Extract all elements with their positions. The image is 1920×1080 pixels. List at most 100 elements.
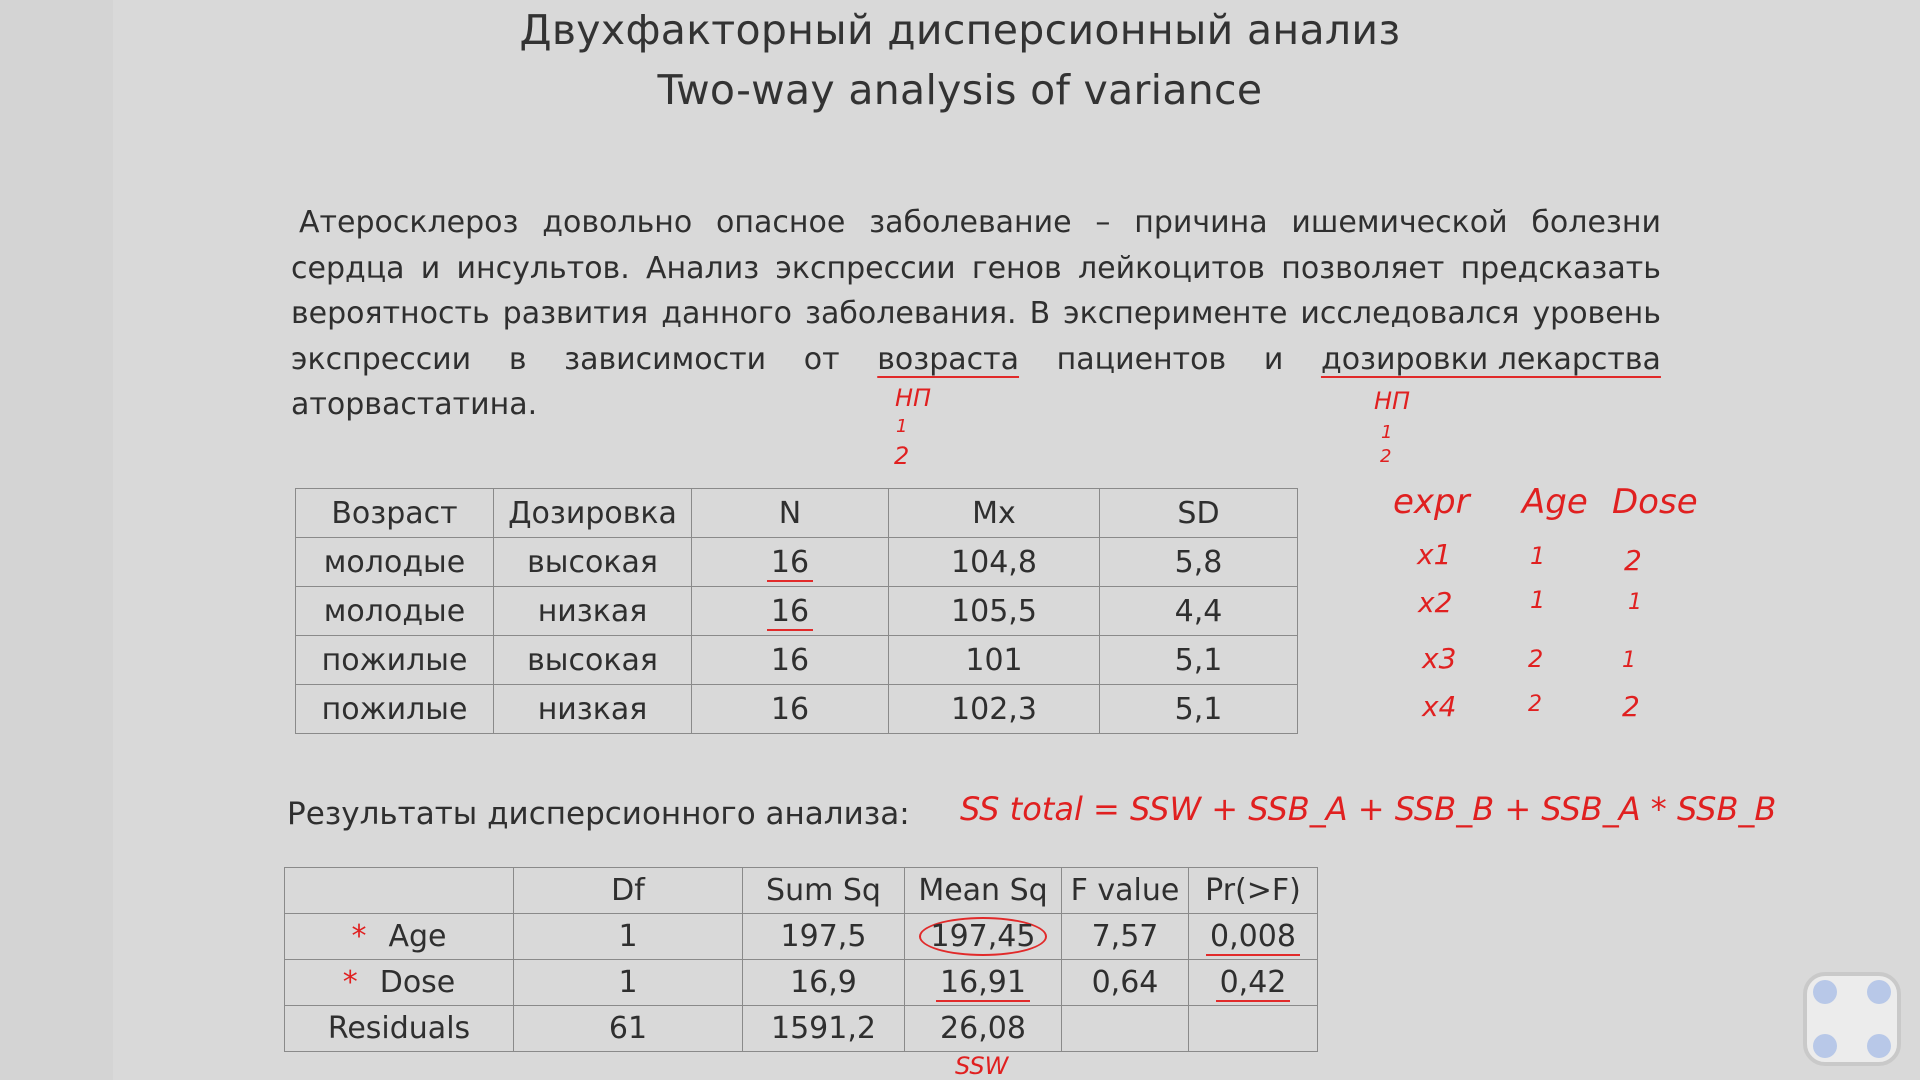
intro-paragraph: Атеросклероз довольно опасное заболевани… bbox=[291, 200, 1661, 428]
annotation-x4-age: 2 bbox=[1528, 692, 1542, 717]
header-n: N bbox=[691, 488, 889, 538]
annotation-expr-header: expr bbox=[1393, 482, 1470, 522]
table-header-row: Df Sum Sq Mean Sq F value Pr(>F) bbox=[284, 867, 1318, 914]
cell-value-underlined: 16 bbox=[766, 544, 814, 582]
row-label: Age bbox=[388, 919, 447, 954]
cell: низкая bbox=[493, 586, 692, 636]
group-stats-table: Возраст Дозировка N Mx SD молодые высока… bbox=[295, 488, 1298, 734]
cell: высокая bbox=[493, 635, 692, 685]
word: генов bbox=[971, 250, 1062, 286]
word: развития bbox=[502, 296, 649, 331]
anova-results-label: Результаты дисперсионного анализа: bbox=[287, 796, 910, 832]
cell: пожилые bbox=[295, 684, 494, 734]
word: причина bbox=[1134, 205, 1268, 240]
annotation-x2: x2 bbox=[1418, 586, 1453, 619]
annotation-x1-age: 1 bbox=[1530, 542, 1546, 570]
annotation-ss-formula: SS total = SSW + SSB_A + SSB_B + SSB_A *… bbox=[960, 790, 1777, 828]
cell: 101 bbox=[888, 635, 1100, 685]
annotation-age-header: Age bbox=[1522, 482, 1588, 522]
word: болезни bbox=[1531, 205, 1661, 240]
anova-table: Df Sum Sq Mean Sq F value Pr(>F) * Age 1 … bbox=[284, 867, 1318, 1052]
cell: 1 bbox=[513, 959, 743, 1006]
cell: 197,5 bbox=[742, 913, 905, 960]
slide-navigation-widget[interactable] bbox=[1803, 972, 1901, 1066]
cell: 61 bbox=[513, 1005, 743, 1052]
cell-value-underlined: 0,008 bbox=[1206, 919, 1300, 956]
table-row: молодые высокая 16 104,8 5,8 bbox=[295, 537, 1298, 587]
cell: 4,4 bbox=[1099, 586, 1298, 636]
cell-value-circled: 197,45 bbox=[918, 917, 1048, 956]
header-df: Df bbox=[513, 867, 743, 914]
word: довольно bbox=[542, 205, 693, 240]
header-blank bbox=[284, 867, 514, 914]
word: эксперименте bbox=[1063, 296, 1288, 331]
word: аторвастатина. bbox=[291, 387, 538, 422]
cell-mean-sq-age: 197,45 bbox=[904, 913, 1062, 960]
word: лейкоцитов bbox=[1077, 250, 1265, 286]
paragraph-line-3: вероятность развития данного заболевания… bbox=[291, 291, 1661, 337]
annotation-x4-dose: 2 bbox=[1622, 690, 1640, 723]
title-english: Two-way analysis of variance bbox=[657, 66, 1263, 114]
word: ишемической bbox=[1291, 205, 1508, 240]
word: – bbox=[1095, 205, 1111, 240]
annotation-x1: x1 bbox=[1417, 538, 1452, 571]
word: экспрессии bbox=[775, 250, 956, 286]
cell: 1591,2 bbox=[742, 1005, 905, 1052]
paragraph-line-1: Атеросклероз довольно опасное заболевани… bbox=[291, 200, 1661, 246]
cell: 7,57 bbox=[1061, 913, 1189, 960]
cell: 26,08 bbox=[904, 1005, 1062, 1052]
table-row: молодые низкая 16 105,5 4,4 bbox=[295, 586, 1298, 636]
nav-dot-icon[interactable] bbox=[1867, 1034, 1891, 1058]
cell-n: 16 bbox=[691, 586, 889, 636]
annotation-np-dose: НП bbox=[1374, 387, 1411, 415]
star-annotation: * bbox=[351, 919, 367, 954]
annotation-level-2-dose: 2 bbox=[1380, 446, 1392, 467]
word: Атеросклероз bbox=[299, 205, 519, 240]
cell-mean-sq-dose: 16,91 bbox=[904, 959, 1062, 1006]
cell-value-underlined: 16,91 bbox=[936, 965, 1030, 1002]
word-dose-underlined: дозировки лекарства bbox=[1320, 341, 1661, 377]
table-row: пожилые низкая 16 102,3 5,1 bbox=[295, 684, 1298, 734]
cell: 1 bbox=[513, 913, 743, 960]
word: В bbox=[1029, 296, 1051, 331]
word: инсультов. bbox=[456, 250, 630, 286]
annotation-x2-dose: 1 bbox=[1628, 590, 1642, 615]
word: опасное bbox=[716, 205, 846, 240]
cell: молодые bbox=[295, 586, 494, 636]
annotation-x3-dose: 1 bbox=[1622, 648, 1636, 673]
header-f-value: F value bbox=[1061, 867, 1189, 914]
header-dose: Дозировка bbox=[493, 488, 692, 538]
cell: 5,1 bbox=[1099, 635, 1298, 685]
word: пациентов bbox=[1056, 341, 1227, 377]
cell-p-age: 0,008 bbox=[1188, 913, 1318, 960]
word: данного bbox=[661, 296, 793, 331]
cell: 102,3 bbox=[888, 684, 1100, 734]
paragraph-line-2: сердца и инсультов. Анализ экспрессии ге… bbox=[291, 246, 1661, 292]
word: и bbox=[420, 250, 441, 286]
nav-dot-icon[interactable] bbox=[1813, 980, 1837, 1004]
annotation-np-age: НП bbox=[895, 384, 932, 412]
annotation-level-1-dose: 1 bbox=[1381, 422, 1393, 443]
word: от bbox=[803, 341, 840, 377]
cell: 5,1 bbox=[1099, 684, 1298, 734]
table-row: * Dose 1 16,9 16,91 0,64 0,42 bbox=[284, 959, 1318, 1006]
nav-dot-icon[interactable] bbox=[1867, 980, 1891, 1004]
cell-p-dose: 0,42 bbox=[1188, 959, 1318, 1006]
cell: 16 bbox=[691, 684, 889, 734]
cell: низкая bbox=[493, 684, 692, 734]
annotation-level-1-age: 1 bbox=[896, 416, 908, 437]
annotation-x3: x3 bbox=[1422, 642, 1457, 675]
annotation-dose-header: Dose bbox=[1612, 482, 1698, 522]
word: сердца bbox=[291, 250, 405, 286]
cell-value-underlined: 0,42 bbox=[1215, 965, 1291, 1002]
annotation-x4: x4 bbox=[1422, 690, 1457, 723]
cell: молодые bbox=[295, 537, 494, 587]
table-header-row: Возраст Дозировка N Mx SD bbox=[295, 488, 1298, 538]
header-sum-sq: Sum Sq bbox=[742, 867, 905, 914]
table-row: * Age 1 197,5 197,45 7,57 0,008 bbox=[284, 913, 1318, 960]
header-mean-sq: Mean Sq bbox=[904, 867, 1062, 914]
word: исследовался bbox=[1300, 296, 1520, 331]
cell: пожилые bbox=[295, 635, 494, 685]
nav-dot-icon[interactable] bbox=[1813, 1034, 1837, 1058]
row-label-age: * Age bbox=[284, 913, 514, 960]
